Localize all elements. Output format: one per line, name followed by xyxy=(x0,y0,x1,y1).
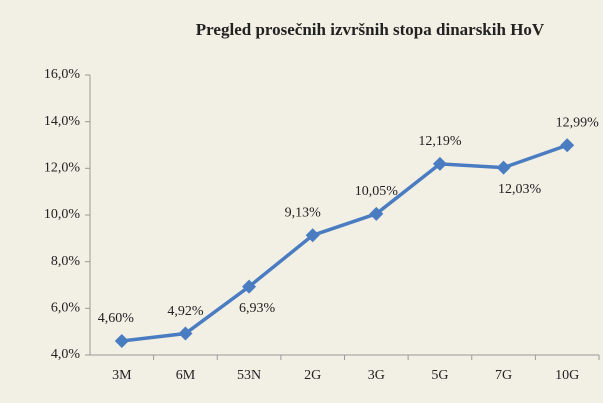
x-tick-label: 6M xyxy=(176,368,196,383)
y-tick-label: 8,0% xyxy=(51,254,81,269)
marker xyxy=(305,228,320,243)
y-tick-label: 4,0% xyxy=(51,347,81,362)
marker xyxy=(114,334,129,348)
x-tick-label: 3G xyxy=(368,368,385,383)
data-label: 6,93% xyxy=(239,301,276,316)
line xyxy=(121,143,568,343)
chart-title: Pregled prosečnih izvršnih stopa dinarsk… xyxy=(196,20,545,39)
x-tick-label: 7G xyxy=(495,368,512,383)
data-label: 12,99% xyxy=(556,115,600,130)
marker xyxy=(496,160,511,175)
marker xyxy=(432,156,447,171)
data-label: 12,19% xyxy=(418,134,462,149)
data-label: 4,92% xyxy=(167,304,204,319)
x-tick-label: 5G xyxy=(431,368,448,383)
x-tick-label: 10G xyxy=(555,368,579,383)
data-label: 9,13% xyxy=(285,206,322,221)
data-label: 4,60% xyxy=(98,311,135,326)
data-label: 10,05% xyxy=(355,184,399,199)
x-tick-label: 53N xyxy=(237,368,261,383)
data-label: 12,03% xyxy=(498,182,542,197)
marker xyxy=(560,138,575,153)
y-tick-label: 12,0% xyxy=(44,161,81,176)
y-tick-label: 10,0% xyxy=(44,207,81,222)
x-tick-label: 3M xyxy=(112,368,132,383)
x-tick-label: 2G xyxy=(304,368,321,383)
y-tick-label: 14,0% xyxy=(44,114,81,129)
y-tick-label: 6,0% xyxy=(51,301,81,316)
y-tick-label: 16,0% xyxy=(44,67,81,82)
marker xyxy=(242,279,257,294)
marker xyxy=(178,326,193,341)
marker xyxy=(369,206,384,221)
